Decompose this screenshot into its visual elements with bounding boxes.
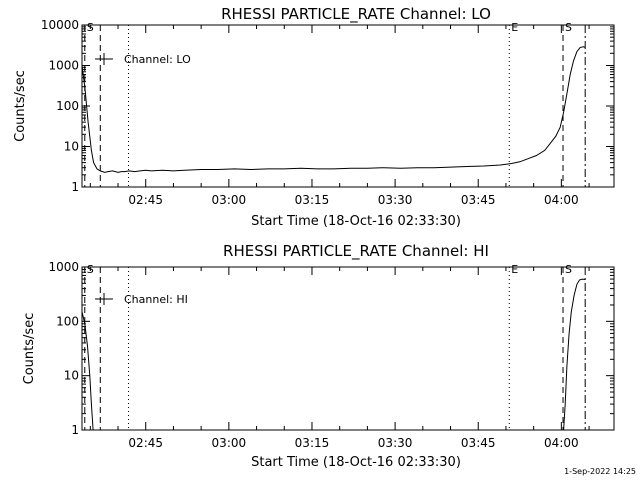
y-tick-label: 10000 <box>41 18 79 32</box>
series-line <box>82 278 586 430</box>
y-axis-label: Counts/sec <box>22 313 37 385</box>
y-tick-label: 1 <box>71 180 79 194</box>
chart-panel-lo: RHESSI PARTICLE_RATE Channel: LO 1 10 100 10… <box>13 5 615 229</box>
y-tick-label: 1 <box>71 423 79 437</box>
event-marker-label: S <box>565 263 572 276</box>
x-tick-label: 03:15 <box>295 193 330 207</box>
y-axis-label: Counts/sec <box>13 70 28 142</box>
x-tick-label: 03:00 <box>212 193 247 207</box>
chart-title: RHESSI PARTICLE_RATE Channel: HI <box>223 242 489 261</box>
y-tick-label: 1000 <box>48 260 79 274</box>
x-tick-label: 03:15 <box>295 436 330 450</box>
x-tick-label: 03:30 <box>378 436 413 450</box>
x-tick-label: 03:00 <box>212 436 247 450</box>
event-marker-label: S <box>87 21 94 34</box>
x-tick-label: 03:45 <box>461 436 496 450</box>
x-tick-label: 04:00 <box>544 193 579 207</box>
event-marker-label: S <box>565 21 572 34</box>
x-tick-label: 03:30 <box>378 193 413 207</box>
y-tick-label: 10 <box>64 140 79 154</box>
x-axis-label: Start Time (18-Oct-16 02:33:30) <box>251 214 461 229</box>
x-tick-label: 02:45 <box>128 193 163 207</box>
legend-label: Channel: LO <box>124 53 191 66</box>
x-axis-label: Start Time (18-Oct-16 02:33:30) <box>251 455 461 470</box>
plot-frame <box>81 24 615 188</box>
y-tick-label: 100 <box>56 99 79 113</box>
legend-label: Channel: HI <box>124 293 188 306</box>
x-tick-label: 04:00 <box>544 436 579 450</box>
y-tick-label: 1000 <box>48 59 79 73</box>
plot-frame <box>81 266 615 431</box>
chart-panel-hi: RHESSI PARTICLE_RATE Channel: HI 1 10 100 10… <box>22 242 615 470</box>
x-tick-label: 03:45 <box>461 193 496 207</box>
event-marker-label: S <box>87 263 94 276</box>
y-tick-label: 10 <box>64 369 79 383</box>
y-tick-label: 100 <box>56 314 79 328</box>
event-marker-label: E <box>511 21 518 34</box>
chart-title: RHESSI PARTICLE_RATE Channel: LO <box>221 5 491 24</box>
event-marker-label: E <box>511 263 518 276</box>
timestamp-footer: 1-Sep-2022 14:25 <box>564 467 636 476</box>
x-tick-label: 02:45 <box>128 436 163 450</box>
series-line <box>82 46 586 173</box>
